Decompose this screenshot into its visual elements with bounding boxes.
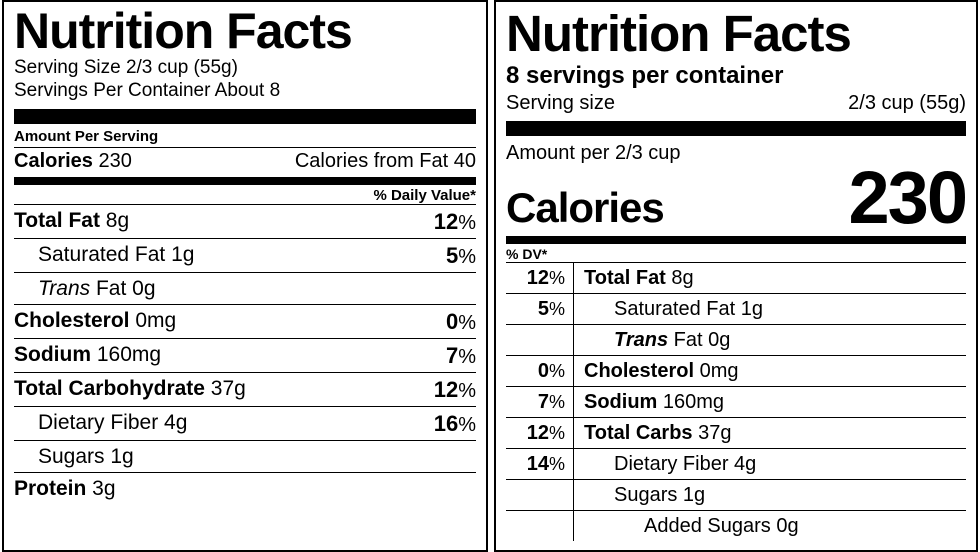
nutrient-pct: 14% bbox=[506, 449, 574, 479]
nutrient-label: Total Carbs 37g bbox=[574, 418, 966, 448]
nutrient-row: 0%Cholesterol 0mg bbox=[506, 355, 966, 386]
divider-medium bbox=[14, 177, 476, 185]
nutrient-pct: 12% bbox=[434, 377, 476, 403]
title-old: Nutrition Facts bbox=[14, 8, 476, 56]
nutrient-pct: 12% bbox=[506, 418, 574, 448]
serving-size-value: 2/3 cup (55g) bbox=[848, 92, 966, 115]
nutrient-rows-new: 12%Total Fat 8g5%Saturated Fat 1g Trans … bbox=[506, 262, 966, 541]
nutrient-label: Trans Fat 0g bbox=[14, 277, 156, 301]
nutrient-label: Sodium 160mg bbox=[574, 387, 966, 417]
nutrient-label: Dietary Fiber 4g bbox=[574, 449, 966, 479]
calories-row-new: Calories 230 bbox=[506, 165, 966, 232]
nutrient-row: Saturated Fat 1g 5% bbox=[14, 238, 476, 272]
nutrient-pct: 5% bbox=[506, 294, 574, 324]
divider-thin bbox=[14, 147, 476, 148]
nutrient-label: Cholesterol 0mg bbox=[14, 309, 176, 335]
nutrient-label: Cholesterol 0mg bbox=[574, 356, 966, 386]
nutrition-label-old: Nutrition Facts Serving Size 2/3 cup (55… bbox=[2, 0, 488, 552]
divider-thick bbox=[506, 121, 966, 136]
nutrient-row: Protein 3g bbox=[14, 472, 476, 504]
nutrient-label: Total Fat 8g bbox=[574, 263, 966, 293]
nutrient-pct: 0% bbox=[506, 356, 574, 386]
calories-label: Calories bbox=[506, 184, 664, 232]
calories-label-value: Calories 230 bbox=[14, 150, 132, 173]
serving-size-label: Serving size bbox=[506, 92, 615, 115]
calories-from-fat: Calories from Fat 40 bbox=[295, 150, 476, 173]
nutrient-row: Sugars 1g bbox=[14, 440, 476, 472]
nutrient-label: Total Carbohydrate 37g bbox=[14, 377, 246, 403]
calories-label: Calories bbox=[14, 150, 93, 172]
nutrient-pct: 0% bbox=[446, 309, 476, 335]
nutrient-label: Total Fat 8g bbox=[14, 209, 129, 235]
nutrient-pct: 5% bbox=[446, 243, 476, 269]
nutrient-label: Saturated Fat 1g bbox=[14, 243, 194, 269]
nutrient-row: Dietary Fiber 4g 16% bbox=[14, 406, 476, 440]
nutrient-label: Trans Fat 0g bbox=[574, 325, 966, 355]
nutrient-row: 12%Total Fat 8g bbox=[506, 262, 966, 293]
nutrient-row: Total Carbohydrate 37g 12% bbox=[14, 372, 476, 406]
nutrient-pct: 7% bbox=[506, 387, 574, 417]
nutrient-pct bbox=[506, 511, 574, 541]
nutrient-pct bbox=[506, 325, 574, 355]
nutrient-pct: 7% bbox=[446, 343, 476, 369]
nutrient-row: 12%Total Carbs 37g bbox=[506, 417, 966, 448]
nutrient-label: Dietary Fiber 4g bbox=[14, 411, 187, 437]
nutrient-row: 14%Dietary Fiber 4g bbox=[506, 448, 966, 479]
nutrient-row: Sugars 1g bbox=[506, 479, 966, 510]
dv-header-old: % Daily Value* bbox=[14, 187, 476, 204]
servings-per-container-new: 8 servings per container bbox=[506, 62, 966, 90]
nutrient-pct bbox=[506, 480, 574, 510]
nutrient-label: Added Sugars 0g bbox=[574, 511, 966, 541]
serving-size-old: Serving Size 2/3 cup (55g) bbox=[14, 56, 476, 80]
nutrient-pct: 12% bbox=[506, 263, 574, 293]
calories-value: 230 bbox=[849, 165, 966, 232]
nutrient-label: Saturated Fat 1g bbox=[574, 294, 966, 324]
nutrient-row: 5%Saturated Fat 1g bbox=[506, 293, 966, 324]
nutrient-label: Sugars 1g bbox=[14, 445, 134, 469]
nutrient-label: Protein 3g bbox=[14, 477, 116, 501]
nutrient-pct: 12% bbox=[434, 209, 476, 235]
calories-row-old: Calories 230 Calories from Fat 40 bbox=[14, 150, 476, 173]
amount-per-serving-old: Amount Per Serving bbox=[14, 128, 476, 145]
nutrient-row: Sodium 160mg 7% bbox=[14, 338, 476, 372]
nutrient-pct: 16% bbox=[434, 411, 476, 437]
nutrient-row: Trans Fat 0g bbox=[14, 272, 476, 304]
nutrition-label-new: Nutrition Facts 8 servings per container… bbox=[494, 0, 978, 552]
nutrient-row: Added Sugars 0g bbox=[506, 510, 966, 541]
nutrient-row: 7%Sodium 160mg bbox=[506, 386, 966, 417]
nutrient-label: Sugars 1g bbox=[574, 480, 966, 510]
nutrient-rows-old: Total Fat 8g 12% Saturated Fat 1g 5% Trans F… bbox=[14, 204, 476, 504]
dv-header-new: % DV* bbox=[506, 246, 966, 262]
serving-size-row-new: Serving size 2/3 cup (55g) bbox=[506, 92, 966, 115]
servings-per-container-old: Servings Per Container About 8 bbox=[14, 79, 476, 103]
nutrient-row: Total Fat 8g 12% bbox=[14, 204, 476, 238]
nutrient-row: Trans Fat 0g bbox=[506, 324, 966, 355]
divider-thick bbox=[14, 109, 476, 124]
nutrient-label: Sodium 160mg bbox=[14, 343, 161, 369]
title-new: Nutrition Facts bbox=[506, 10, 966, 58]
nutrient-row: Cholesterol 0mg 0% bbox=[14, 304, 476, 338]
calories-value: 230 bbox=[99, 150, 132, 172]
